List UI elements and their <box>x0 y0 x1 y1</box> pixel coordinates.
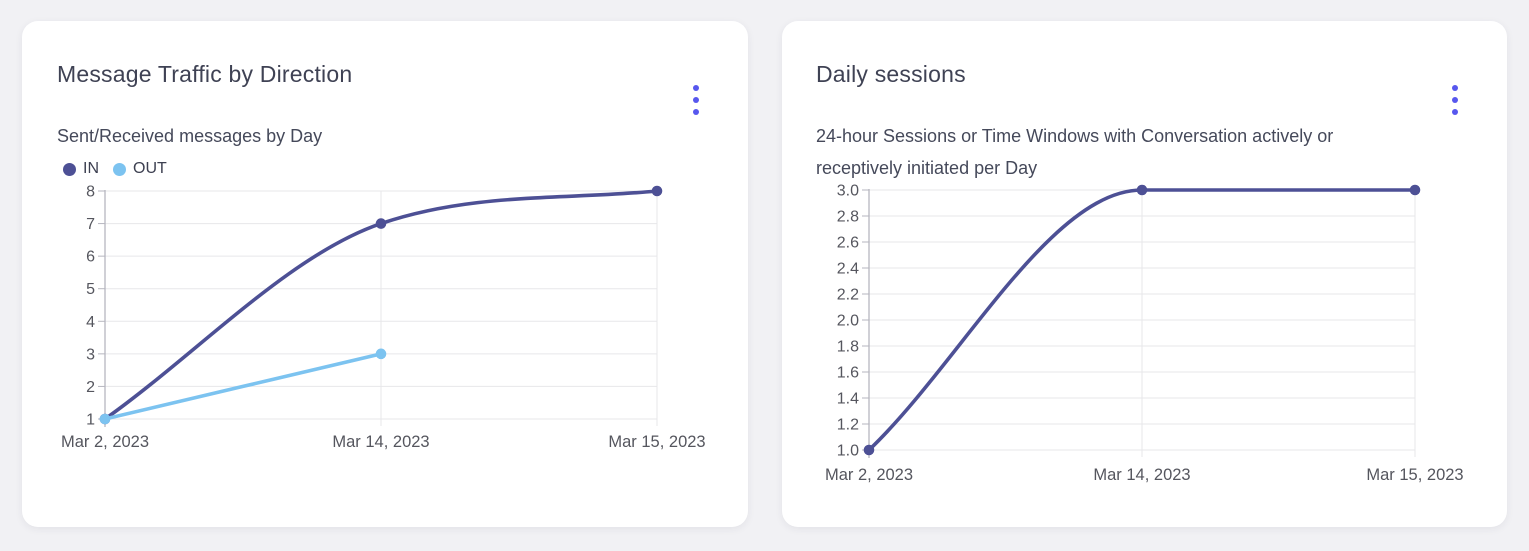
axes <box>98 190 106 427</box>
y-tick-label: 6 <box>86 249 95 266</box>
series-daily-sessions <box>863 184 1421 456</box>
y-tick-label: 7 <box>86 216 95 233</box>
y-tick-label: 3 <box>86 346 95 363</box>
y-tick-label: 2.6 <box>837 235 859 252</box>
y-tick-label: 5 <box>86 281 95 298</box>
axes <box>862 189 870 458</box>
y-tick-label: 1.2 <box>837 417 859 434</box>
y-tick-label: 1.6 <box>837 365 859 382</box>
card-title: Daily sessions <box>816 61 966 87</box>
gridlines <box>869 189 1416 457</box>
series-out <box>99 348 387 425</box>
y-tick-label: 3.0 <box>837 183 859 200</box>
x-tick-label: Mar 14, 2023 <box>1093 466 1190 484</box>
data-point <box>375 218 387 229</box>
menu-dot <box>1452 109 1458 115</box>
menu-dot <box>693 97 699 103</box>
y-tick-label: 4 <box>86 314 95 331</box>
y-tick-label: 2.8 <box>837 209 859 226</box>
data-point <box>651 185 663 197</box>
daily-sessions-chart[interactable]: 3.0 2.8 2.6 2.4 2.2 2.0 1.8 1.6 1.4 1.2 1.0 Mar 2, … <box>782 21 1507 527</box>
axis-labels: 3.0 2.8 2.6 2.4 2.2 2.0 1.8 1.6 1.4 1.2 1.0 Mar 2, … <box>825 183 1464 485</box>
data-point <box>1409 184 1421 196</box>
data-point <box>1136 184 1148 196</box>
subtitle-line-1: 24-hour Sessions or Time Windows with Co… <box>816 126 1334 146</box>
card-subtitle: Sent/Received messages by Day <box>57 126 323 146</box>
legend-label-in: IN <box>83 160 99 177</box>
chart-legend: IN OUT <box>63 160 167 178</box>
legend-dot-out <box>113 162 126 176</box>
y-tick-label: 2.0 <box>837 313 859 330</box>
y-tick-label: 2.2 <box>837 287 859 304</box>
legend-item-out: OUT <box>113 160 167 178</box>
legend-item-in: IN <box>63 160 99 178</box>
data-point <box>99 413 111 425</box>
y-tick-label: 1.0 <box>837 443 859 460</box>
x-tick-label: Mar 2, 2023 <box>825 466 913 484</box>
x-tick-label: Mar 2, 2023 <box>61 433 149 451</box>
x-tick-label: Mar 14, 2023 <box>332 433 429 451</box>
y-tick-label: 1.4 <box>837 391 859 408</box>
x-tick-label: Mar 15, 2023 <box>608 433 705 451</box>
x-tick-label: Mar 15, 2023 <box>1366 466 1463 484</box>
y-tick-label: 1 <box>86 412 95 429</box>
menu-dot <box>693 85 699 91</box>
card-subtitle: 24-hour Sessions or Time Windows with Co… <box>816 120 1333 184</box>
data-point <box>863 444 875 456</box>
legend-dot-in <box>63 162 76 176</box>
axis-labels: 8 7 6 5 4 3 2 1 Mar 2, 2023 Mar 14, 2023 Mar 15, 2… <box>61 184 706 452</box>
series-line <box>867 188 1417 452</box>
legend-label-out: OUT <box>133 160 167 177</box>
menu-dot <box>1452 85 1458 91</box>
y-tick-label: 8 <box>86 184 95 201</box>
menu-dot <box>1452 97 1458 103</box>
daily-sessions-card: 3.0 2.8 2.6 2.4 2.2 2.0 1.8 1.6 1.4 1.2 1.0 Mar 2, … <box>782 21 1507 527</box>
kebab-menu-icon[interactable] <box>1450 83 1460 117</box>
y-tick-label: 2.4 <box>837 261 859 278</box>
data-point <box>375 348 387 360</box>
message-traffic-chart[interactable]: 8 7 6 5 4 3 2 1 Mar 2, 2023 Mar 14, 2023 Mar 15, 2… <box>22 21 748 527</box>
menu-dot <box>693 109 699 115</box>
y-tick-label: 2 <box>86 379 95 396</box>
message-traffic-card: 8 7 6 5 4 3 2 1 Mar 2, 2023 Mar 14, 2023 Mar 15, 2… <box>22 21 748 527</box>
card-title: Message Traffic by Direction <box>57 61 353 87</box>
kebab-menu-icon[interactable] <box>691 83 701 117</box>
subtitle-line-2: receptively initiated per Day <box>816 158 1038 178</box>
series-line <box>103 352 383 421</box>
y-tick-label: 1.8 <box>837 339 859 356</box>
